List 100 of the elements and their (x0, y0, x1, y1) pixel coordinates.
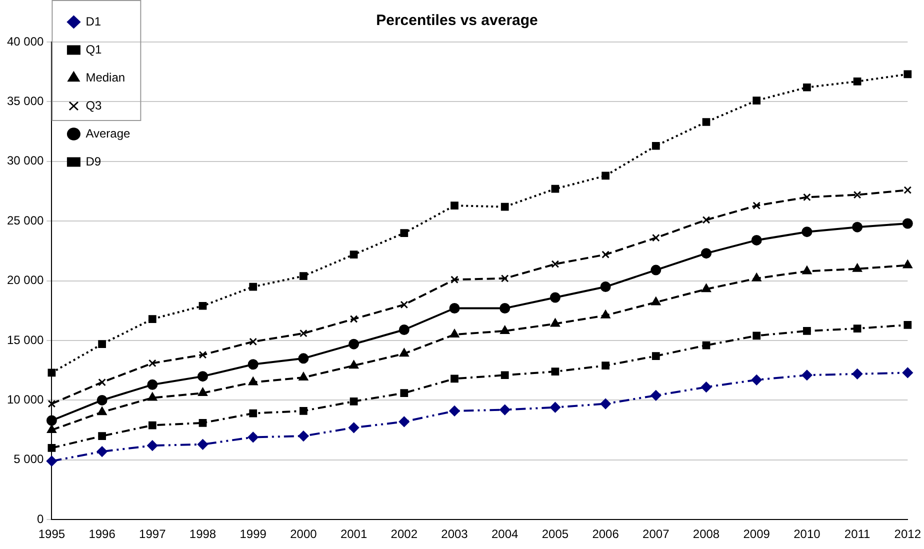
x-tick-label: 2010 (794, 527, 821, 542)
point (902, 218, 913, 229)
point (500, 303, 510, 314)
point (602, 172, 610, 180)
point (298, 430, 309, 442)
y-tick-label: 0 (37, 512, 44, 526)
point (298, 353, 309, 364)
point (147, 379, 158, 390)
point (853, 77, 862, 86)
point (500, 274, 509, 282)
x-tick-label: 2012 (894, 527, 922, 542)
point (248, 432, 258, 442)
point (752, 202, 761, 210)
point (98, 378, 106, 386)
point (198, 418, 207, 427)
point (702, 216, 710, 224)
point (300, 407, 308, 415)
chart-title: Percentiles vs average (376, 12, 538, 30)
point (550, 318, 560, 327)
point (852, 368, 863, 380)
point (803, 327, 811, 335)
x-tick-label: 2008 (692, 527, 720, 542)
point (249, 409, 258, 418)
point (600, 310, 610, 318)
point (148, 359, 156, 368)
point (702, 118, 710, 126)
point (98, 432, 106, 440)
point (551, 260, 560, 268)
point (350, 397, 358, 406)
point (348, 422, 360, 433)
point (96, 394, 108, 406)
point (350, 250, 358, 258)
point (550, 402, 560, 413)
point (450, 329, 460, 338)
point (550, 292, 560, 303)
point (701, 382, 712, 392)
point (751, 374, 762, 386)
point (298, 372, 308, 381)
x-tick-label: 2002 (390, 527, 418, 542)
point (48, 444, 56, 452)
point (198, 371, 208, 382)
point (803, 193, 811, 202)
x-tick-label: 2007 (642, 527, 670, 542)
x-tick-label: 2004 (492, 527, 519, 542)
point (249, 282, 258, 291)
y-tick-label: 40 000 (7, 34, 44, 48)
point (904, 70, 912, 78)
point (46, 456, 57, 466)
point (702, 284, 711, 292)
point (752, 273, 762, 282)
y-tick-label: 5 000 (14, 452, 44, 466)
point (400, 389, 408, 397)
y-tick-label: 15 000 (7, 332, 44, 347)
x-tick-label: 1996 (88, 527, 116, 542)
point (148, 315, 156, 323)
x-tick-label: 1998 (189, 527, 216, 542)
point (500, 371, 509, 380)
point (400, 229, 408, 237)
point (752, 332, 761, 340)
point (449, 406, 460, 416)
point (802, 370, 812, 380)
point (852, 264, 862, 272)
point (349, 360, 358, 369)
point (802, 226, 812, 238)
point (803, 83, 811, 92)
point (450, 202, 458, 210)
point (400, 300, 408, 309)
x-tick-label: 2005 (542, 527, 569, 542)
legend-label: Median (86, 70, 126, 84)
point (702, 341, 710, 350)
x-tick-label: 2011 (844, 527, 871, 542)
point (350, 315, 358, 323)
point (449, 303, 460, 314)
point (551, 184, 560, 193)
legend-label: Average (86, 126, 131, 140)
point (249, 338, 258, 346)
point (802, 266, 812, 274)
point (853, 190, 862, 199)
point (198, 350, 207, 359)
point (652, 142, 660, 150)
point (248, 359, 258, 370)
x-tick-label: 1995 (38, 527, 66, 542)
point (853, 324, 862, 332)
y-tick-label: 25 000 (7, 213, 44, 228)
x-tick-label: 2000 (290, 527, 318, 542)
point (98, 340, 106, 348)
point (148, 392, 158, 401)
point (600, 282, 611, 292)
point (300, 272, 308, 280)
point (903, 260, 912, 268)
point (500, 326, 510, 334)
point (46, 415, 57, 426)
point (248, 377, 258, 386)
point (752, 96, 761, 104)
point (450, 374, 458, 383)
point (904, 321, 912, 329)
legend-label: Q3 (86, 98, 102, 112)
point (198, 388, 208, 396)
point (652, 352, 660, 360)
x-tick-label: 2009 (743, 527, 770, 542)
